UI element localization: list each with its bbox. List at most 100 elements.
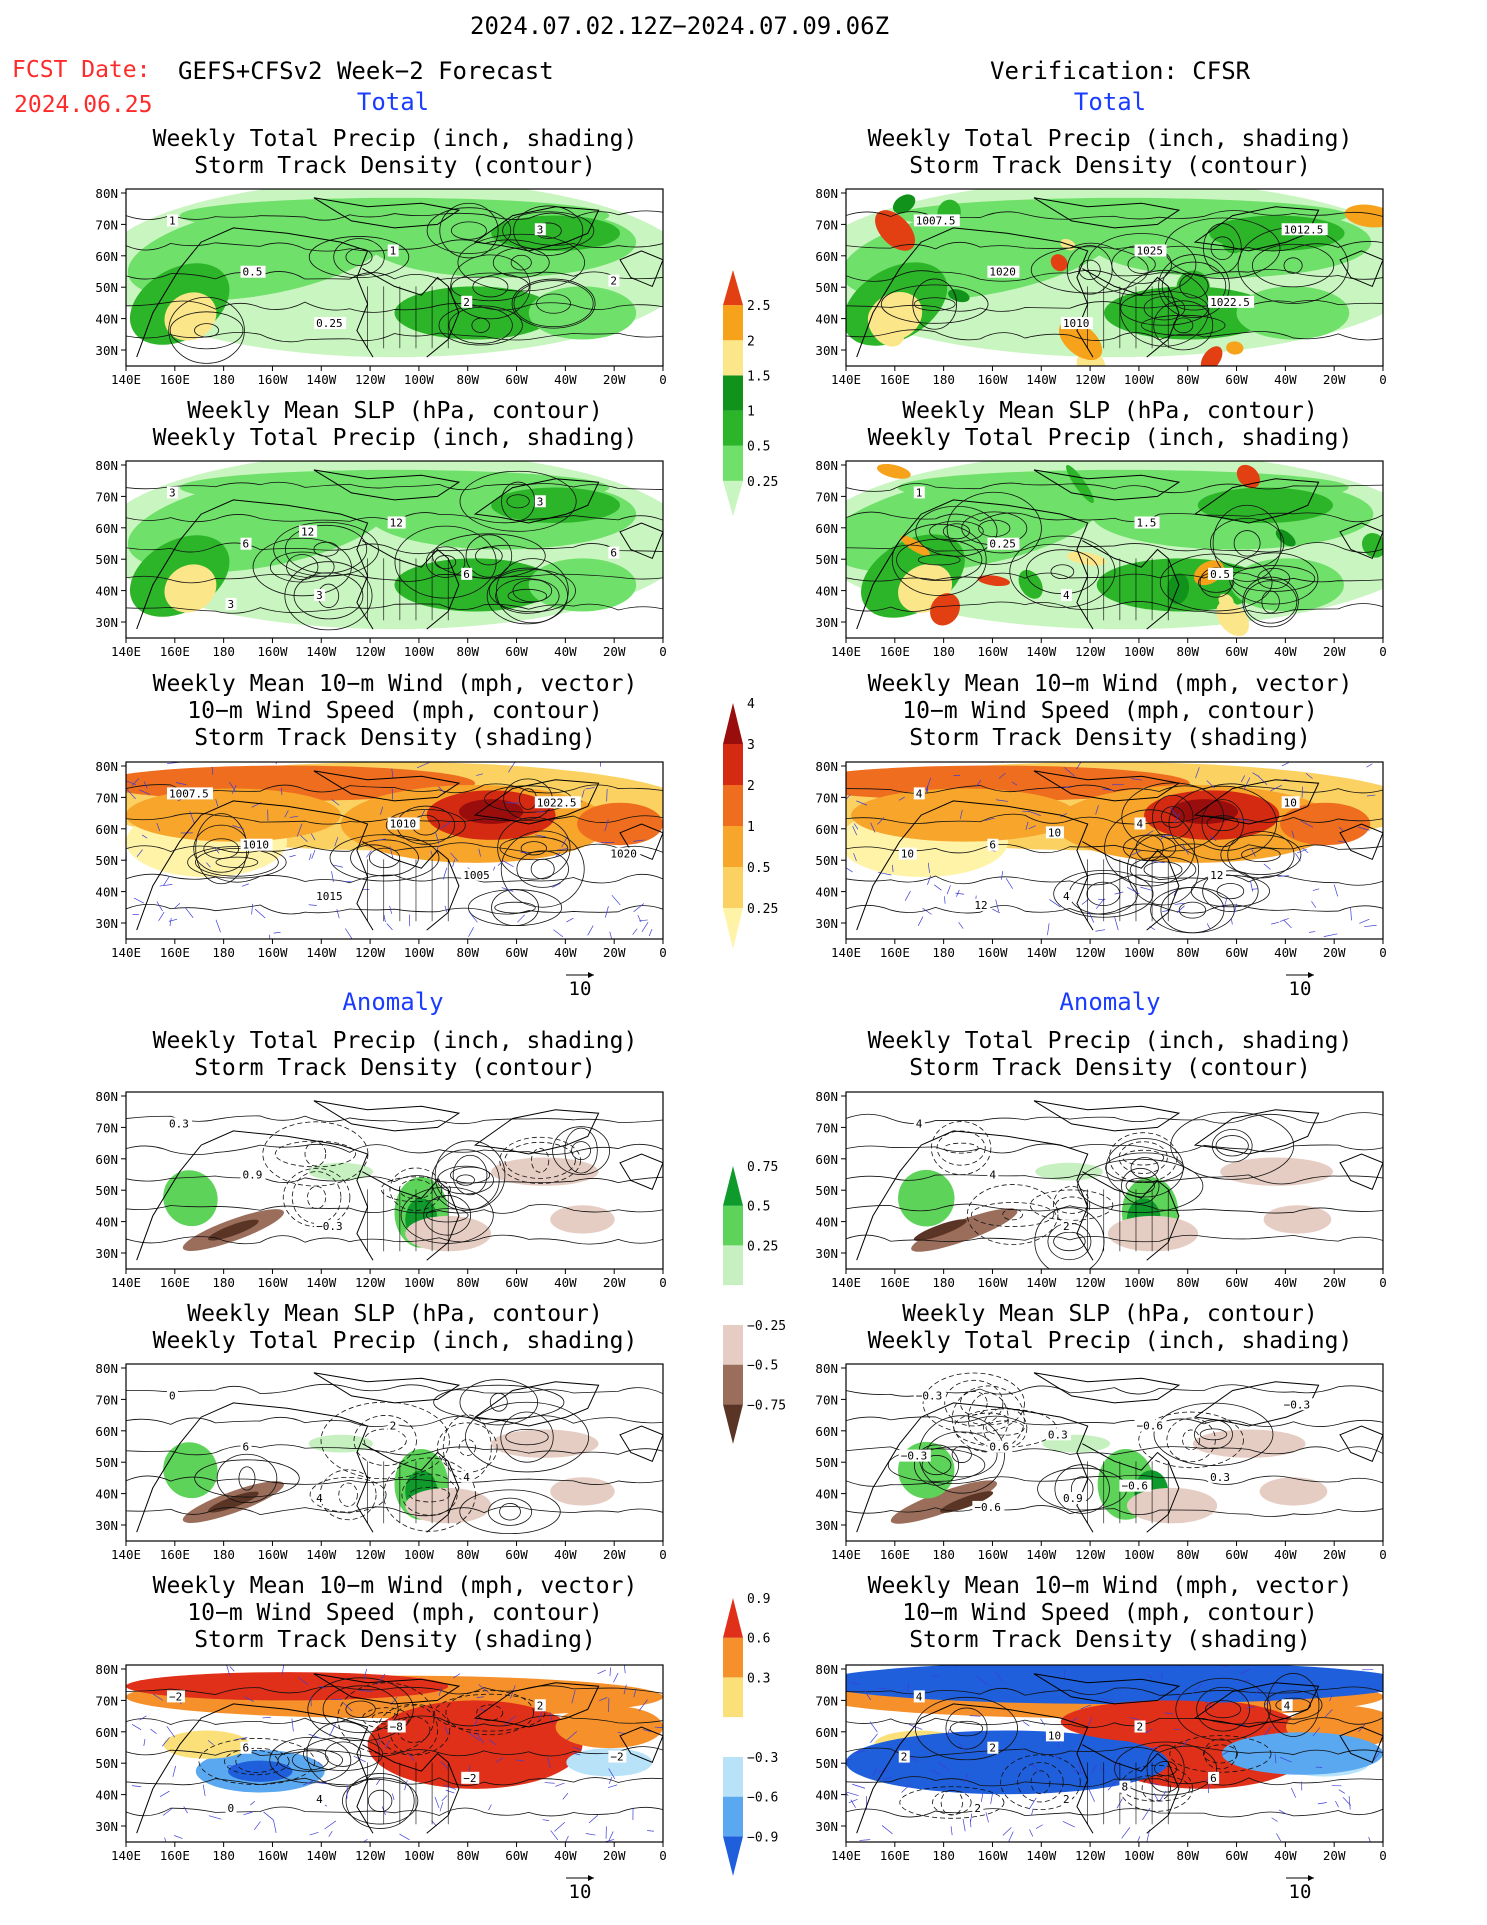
wind-vector — [1274, 1753, 1277, 1764]
shade-blob — [1060, 1700, 1276, 1743]
wind-vector — [1263, 1698, 1273, 1706]
wind-vector — [1049, 899, 1061, 908]
wind-vector — [376, 1779, 381, 1786]
verification-label: Verification: CFSR — [990, 57, 1251, 85]
wind-vector — [468, 927, 474, 938]
contour-label-bg — [240, 838, 273, 851]
x-tick-label: 140W — [306, 644, 337, 659]
wind-vector — [1290, 1787, 1296, 1798]
y-tick-label: 80N — [815, 759, 838, 774]
contour-line — [1123, 834, 1177, 862]
wind-vector — [970, 1813, 973, 1822]
shade-blob — [1197, 487, 1333, 523]
wind-vector — [1243, 1679, 1250, 1681]
contour-label-bg — [608, 274, 620, 287]
contour-label: 0.5 — [243, 266, 263, 279]
contour-line — [1242, 576, 1299, 628]
wind-vector — [608, 1768, 616, 1780]
wind-vector — [1145, 1728, 1153, 1734]
colorbar-precip-total: 0.25 0.5 1 1.5 2 2.5 — [723, 270, 778, 516]
colorbar-segment — [723, 1677, 743, 1718]
wind-vector — [1035, 1824, 1043, 1829]
coastline — [619, 1425, 663, 1462]
wind-vector — [995, 1671, 1003, 1683]
coastline — [136, 1130, 374, 1261]
shade-blob — [163, 1730, 250, 1759]
colorbar-label: 3 — [747, 738, 755, 753]
wind-vector — [172, 1765, 177, 1777]
contour-line — [252, 537, 352, 597]
contour-label: 10 — [1284, 796, 1297, 809]
wind-vector — [641, 921, 649, 932]
x-tick-label: 100W — [404, 1547, 435, 1562]
panel-forecast-total-wind-storm: 1007.5 1010 1015 1010 1005 1022.5 1020 140E 160E… — [95, 759, 666, 1000]
wind-vector — [232, 825, 244, 830]
wind-vector — [938, 1762, 950, 1771]
contour-line — [985, 1420, 1025, 1436]
contour-label: 1022.5 — [537, 796, 577, 809]
contour-line — [451, 272, 530, 302]
wind-vector — [316, 1782, 329, 1785]
wind-vector — [585, 1833, 596, 1836]
x-tick-label: 160W — [257, 1848, 288, 1863]
x-tick-label: 0 — [659, 644, 667, 659]
contour-line — [308, 236, 410, 279]
wind-vector — [139, 789, 151, 795]
shade-blob — [577, 802, 663, 846]
contour-label: −0.3 — [1284, 1398, 1311, 1411]
wind-vector — [251, 903, 253, 915]
contour-line — [1130, 1157, 1159, 1179]
coastline — [856, 800, 1094, 931]
colorbar-label: 2.5 — [747, 299, 770, 314]
colorbar-label: −0.3 — [747, 1751, 778, 1766]
wind-vector — [136, 849, 143, 857]
colorbar-segment — [723, 375, 743, 411]
wind-vector — [581, 789, 585, 798]
wind-vector — [515, 1759, 524, 1762]
wind-vector — [1281, 762, 1289, 767]
colorbar-segment — [723, 826, 743, 867]
wind-vector — [1091, 1765, 1097, 1773]
wind-vector — [922, 907, 932, 915]
x-tick-label: 180 — [932, 1848, 955, 1863]
colorbar-label: −0.5 — [747, 1359, 778, 1374]
title-vf-anom-1: Weekly Total Precip (inch, shading) Storm… — [867, 1028, 1353, 1081]
wind-vector — [1159, 1790, 1167, 1801]
wind-vector — [510, 1685, 516, 1699]
contour-line — [1178, 901, 1207, 919]
contour-line — [978, 519, 1011, 537]
contour-label-bg — [387, 817, 420, 830]
contour-line — [1078, 259, 1101, 280]
contour-line — [1202, 870, 1259, 912]
y-tick-label: 80N — [815, 1361, 838, 1376]
colorbar-segment — [723, 305, 743, 341]
wind-vector — [442, 867, 448, 880]
wind-vector — [163, 875, 170, 886]
coastline — [362, 540, 460, 630]
contour-line — [846, 299, 1383, 312]
wind-vector — [846, 1758, 853, 1761]
x-tick-label: 80W — [1176, 644, 1199, 659]
wind-vector — [1151, 861, 1165, 864]
contour-line — [434, 1140, 506, 1210]
contour-label-bg — [314, 1793, 326, 1806]
wind-vector — [556, 848, 569, 851]
shade-blob — [867, 305, 906, 347]
x-tick-label: 180 — [932, 644, 955, 659]
contour-line — [194, 1459, 300, 1498]
coastline — [619, 522, 663, 560]
wind-vector — [1338, 840, 1346, 843]
coastline — [1339, 1726, 1383, 1763]
coastline — [1193, 779, 1320, 825]
plot-area: 4 4 2 — [846, 1100, 1383, 1269]
contour-label-bg — [314, 589, 326, 602]
wind-vector — [450, 852, 459, 862]
x-tick-label: 80W — [1176, 372, 1199, 387]
wind-vector — [488, 1804, 492, 1811]
contour-line — [1029, 1189, 1114, 1221]
wind-vector — [1233, 903, 1238, 915]
contour-line — [1241, 847, 1281, 863]
contour-line — [1000, 1754, 1081, 1811]
colorbar-segment — [723, 703, 743, 744]
x-tick-label: 60W — [1225, 644, 1248, 659]
